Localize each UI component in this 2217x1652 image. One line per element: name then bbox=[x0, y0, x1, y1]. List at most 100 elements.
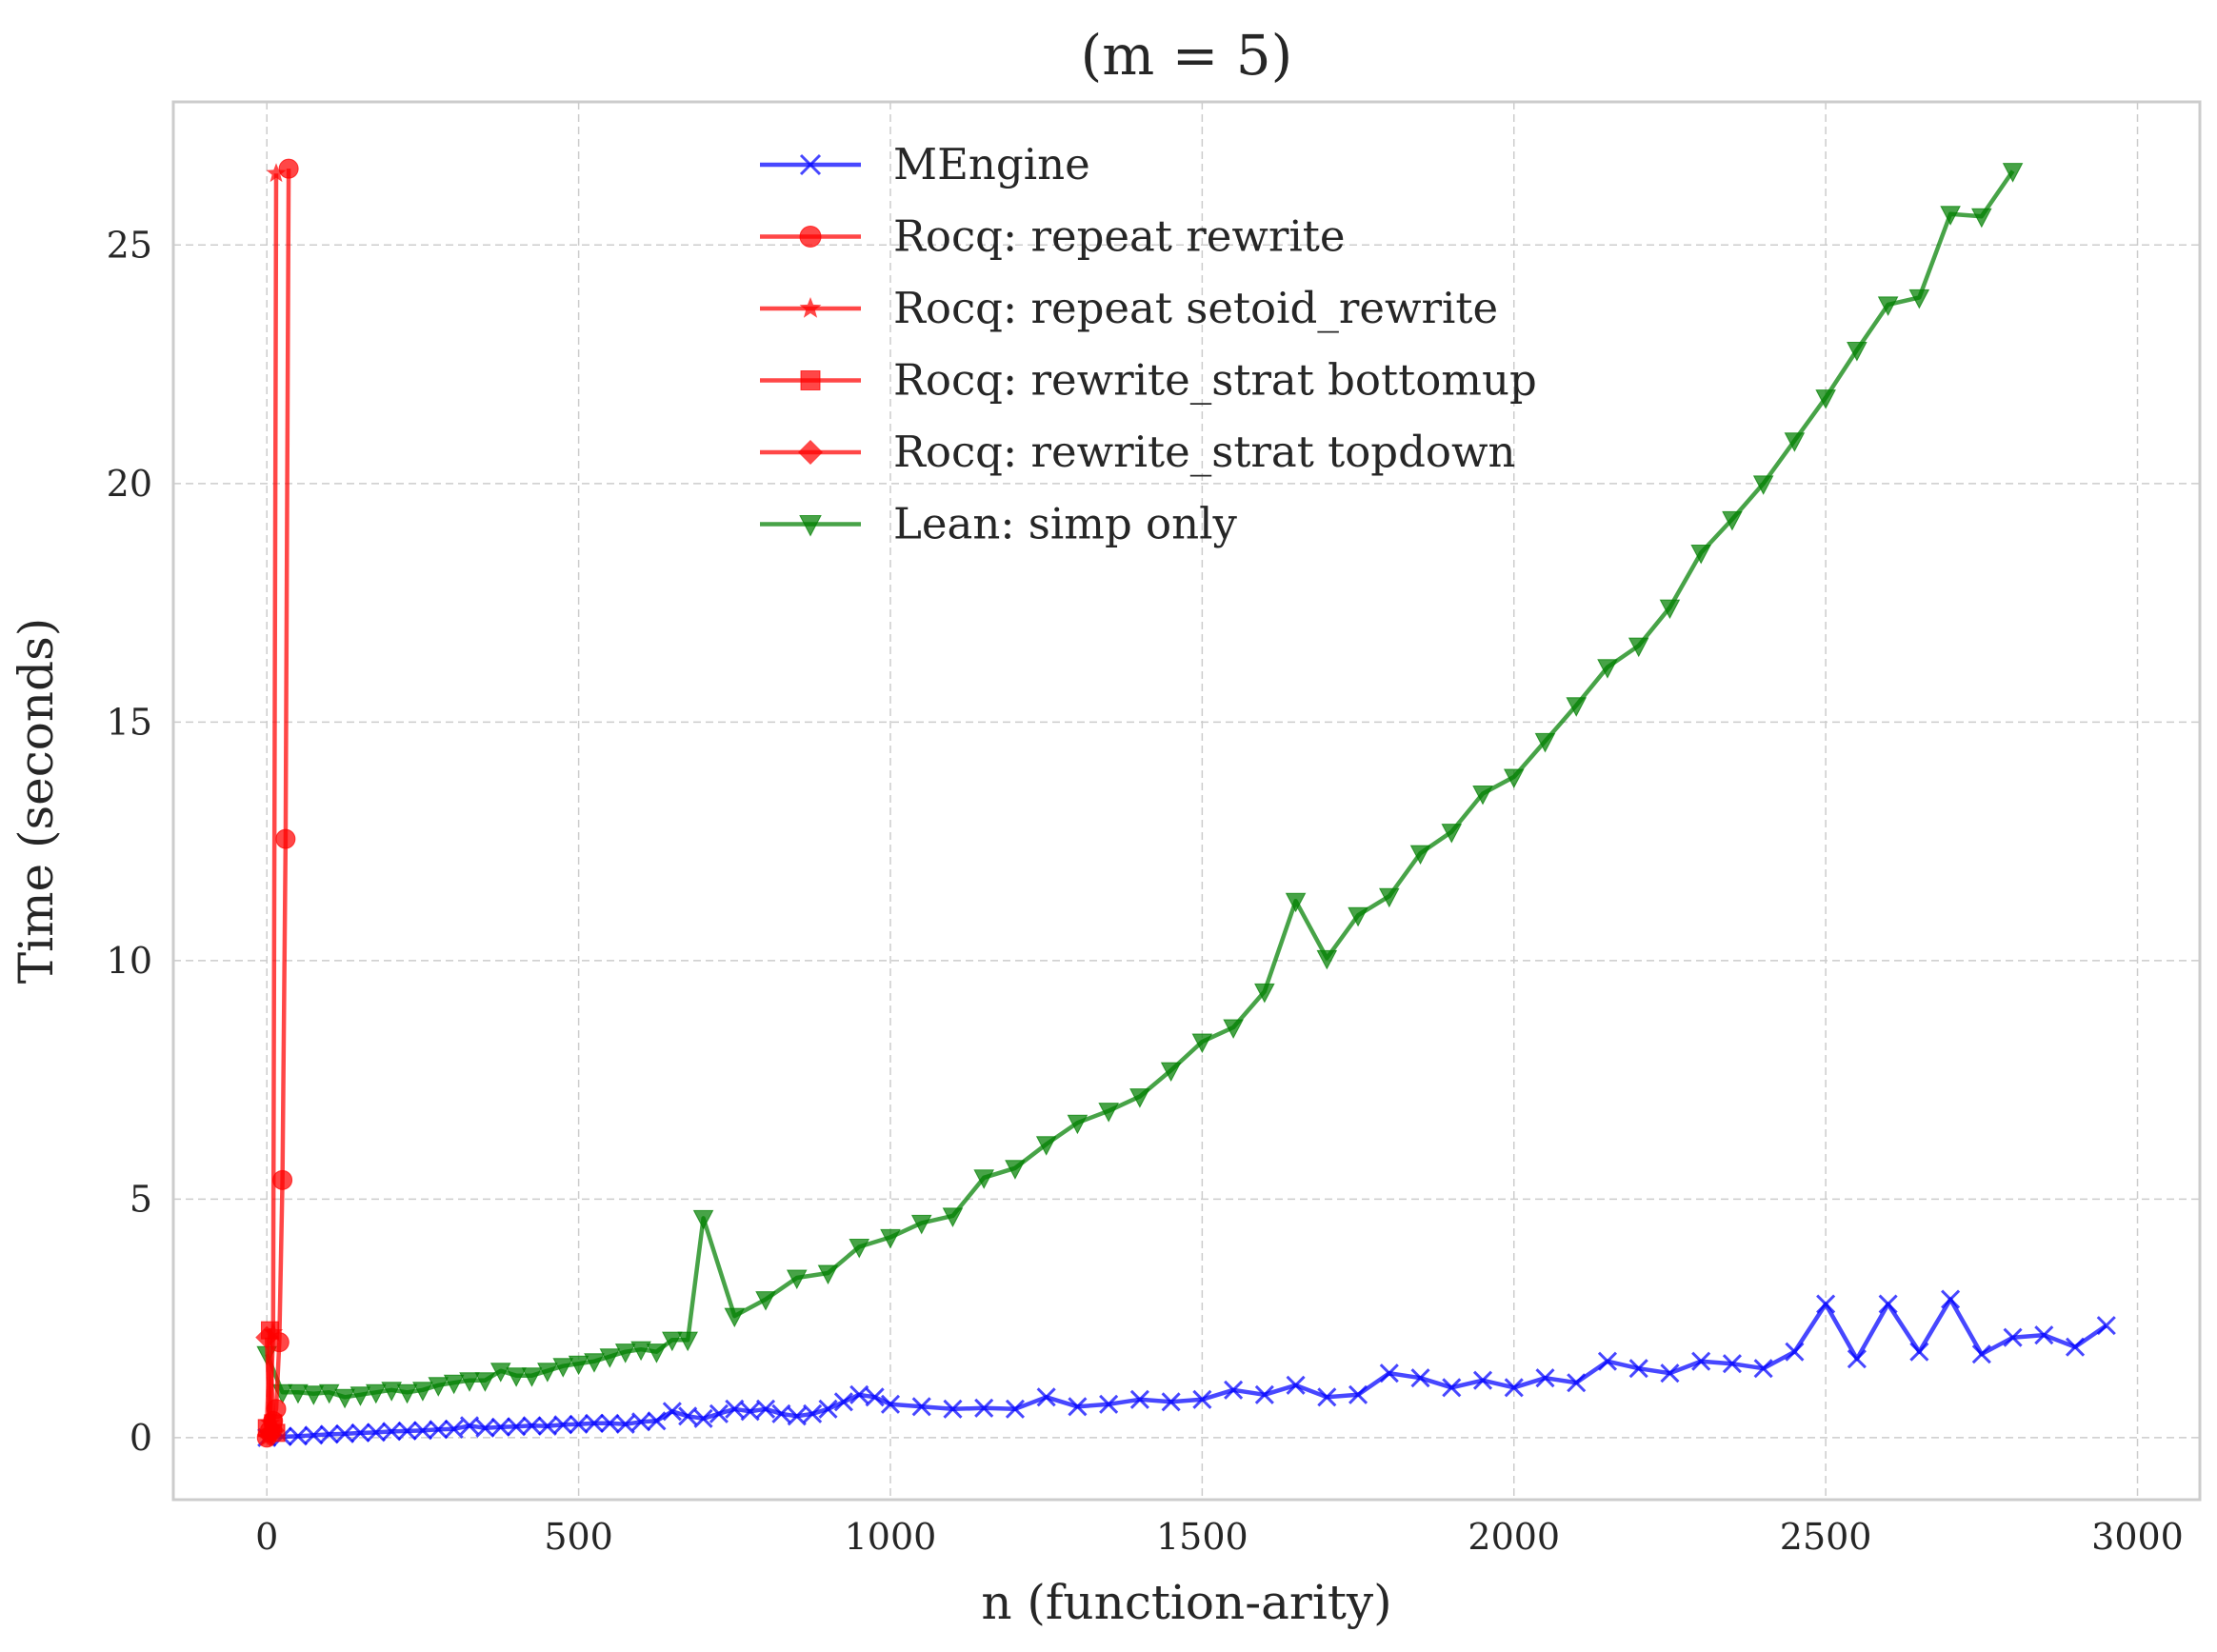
legend-item: MEngine bbox=[760, 139, 1090, 189]
data-point bbox=[303, 1385, 325, 1405]
data-point bbox=[849, 1384, 869, 1404]
data-point bbox=[817, 1264, 839, 1285]
data-point bbox=[1036, 1387, 1056, 1407]
legend-label: MEngine bbox=[893, 139, 1090, 189]
data-point bbox=[709, 1403, 729, 1423]
data-point bbox=[1160, 1062, 1182, 1083]
data-point bbox=[1035, 1136, 1057, 1156]
legend-item: Lean: simp only bbox=[760, 499, 1238, 549]
x-tick-label: 2000 bbox=[1468, 1516, 1560, 1558]
data-point bbox=[1752, 475, 1774, 495]
data-point bbox=[818, 1399, 838, 1419]
data-point bbox=[1877, 296, 1899, 317]
data-point bbox=[261, 1419, 285, 1443]
data-point bbox=[1971, 1344, 1991, 1364]
legend-marker bbox=[799, 297, 822, 318]
data-point bbox=[1566, 697, 1588, 717]
data-point bbox=[475, 1418, 495, 1438]
legend-item: Rocq: rewrite_strat bottomup bbox=[760, 355, 1537, 406]
data-point bbox=[382, 1422, 402, 1442]
data-point bbox=[319, 1424, 339, 1444]
data-point bbox=[350, 1386, 371, 1406]
data-point bbox=[412, 1382, 433, 1402]
data-point bbox=[1847, 1349, 1867, 1369]
chart-title: (m = 5) bbox=[1081, 23, 1293, 88]
data-point bbox=[428, 1377, 449, 1397]
data-point bbox=[584, 1353, 605, 1373]
data-point bbox=[459, 1372, 480, 1392]
data-point bbox=[1941, 1289, 1961, 1309]
data-point bbox=[489, 1363, 511, 1383]
data-point bbox=[507, 1417, 527, 1437]
data-point bbox=[318, 1383, 340, 1404]
legend-marker bbox=[799, 515, 822, 537]
data-point bbox=[693, 1408, 713, 1428]
data-point bbox=[692, 1209, 714, 1230]
legend-marker bbox=[798, 440, 823, 465]
data-point bbox=[266, 163, 287, 183]
data-point bbox=[1878, 1294, 1898, 1314]
data-point bbox=[1472, 785, 1493, 806]
data-point bbox=[1348, 1384, 1368, 1404]
data-point bbox=[1660, 1363, 1680, 1383]
data-point bbox=[786, 1269, 808, 1290]
data-point bbox=[1722, 510, 1743, 531]
data-point bbox=[849, 1238, 870, 1259]
data-point bbox=[2003, 1327, 2023, 1347]
data-point bbox=[1628, 637, 1649, 658]
legend-label: Lean: simp only bbox=[893, 499, 1238, 549]
data-point bbox=[880, 1228, 901, 1249]
data-point bbox=[2034, 1325, 2054, 1345]
data-point bbox=[865, 1387, 885, 1407]
data-point bbox=[973, 1169, 995, 1189]
data-point bbox=[1753, 1359, 1773, 1379]
data-point bbox=[1285, 892, 1307, 913]
data-point bbox=[910, 1214, 932, 1235]
data-point bbox=[911, 1397, 931, 1417]
legend-label: Rocq: repeat rewrite bbox=[893, 211, 1346, 262]
series-5 bbox=[256, 163, 2024, 1409]
legend-marker bbox=[799, 153, 822, 176]
data-point bbox=[1971, 208, 1992, 229]
data-point bbox=[1378, 887, 1400, 908]
x-tick-label: 3000 bbox=[2091, 1516, 2184, 1558]
data-point bbox=[2096, 1316, 2116, 1336]
data-point bbox=[943, 1399, 963, 1419]
data-point bbox=[880, 1394, 901, 1414]
data-point bbox=[942, 1207, 964, 1227]
data-point bbox=[1410, 1368, 1430, 1388]
data-point bbox=[646, 1343, 668, 1363]
data-point bbox=[506, 1367, 527, 1387]
data-point bbox=[631, 1412, 651, 1432]
data-point bbox=[1161, 1392, 1181, 1412]
data-point bbox=[365, 1383, 387, 1404]
data-point bbox=[1442, 1378, 1462, 1398]
legend-item: Rocq: repeat rewrite bbox=[760, 211, 1346, 262]
data-point bbox=[568, 1355, 589, 1376]
legend-label: Rocq: rewrite_strat bottomup bbox=[893, 355, 1537, 406]
data-point bbox=[1815, 389, 1836, 409]
data-point bbox=[661, 1331, 683, 1352]
data-point bbox=[522, 1416, 542, 1436]
data-point bbox=[1503, 768, 1525, 789]
data-point bbox=[787, 1406, 807, 1426]
data-point bbox=[1659, 599, 1681, 620]
x-tick-label: 0 bbox=[255, 1516, 278, 1558]
plot-frame bbox=[171, 100, 2202, 1502]
data-point bbox=[1129, 1389, 1149, 1409]
data-point bbox=[1223, 1019, 1244, 1040]
data-point bbox=[1316, 949, 1338, 970]
data-point bbox=[278, 158, 299, 179]
data-point bbox=[459, 1416, 480, 1436]
legend-marker bbox=[800, 370, 821, 390]
legend-item: Rocq: repeat setoid_rewrite bbox=[760, 283, 1498, 333]
x-tick-label: 2500 bbox=[1780, 1516, 1872, 1558]
data-point bbox=[1628, 1359, 1648, 1379]
data-point bbox=[614, 1343, 636, 1363]
data-point bbox=[615, 1414, 635, 1434]
data-point bbox=[304, 1425, 324, 1445]
grid-lines bbox=[173, 102, 2200, 1500]
data-point bbox=[1068, 1397, 1088, 1417]
